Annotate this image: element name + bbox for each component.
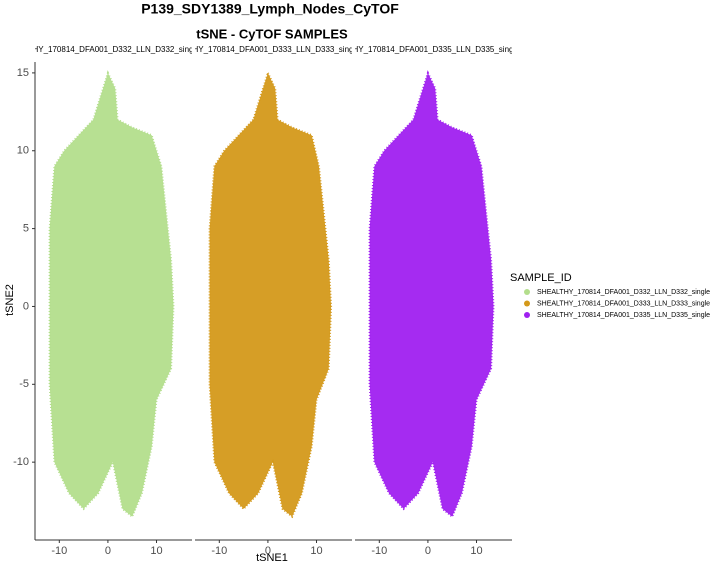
- y-tick-label: 5: [23, 223, 29, 235]
- x-tick-label: -10: [211, 545, 227, 557]
- panel: [208, 70, 333, 519]
- x-tick-label: 10: [470, 545, 482, 557]
- x-tick-label: -10: [371, 545, 387, 557]
- point-cloud: [48, 70, 175, 519]
- x-tick-label: 10: [310, 545, 322, 557]
- x-tick-label: 10: [150, 545, 162, 557]
- legend-marker: [524, 300, 530, 307]
- strip-label: SHEALTHY_170814_DFA001_D335_LLN_D335_sin…: [322, 45, 545, 54]
- strip-label: SHEALTHY_170814_DFA001_D333_LLN_D333_sin…: [162, 45, 385, 54]
- legend-marker: [524, 289, 530, 295]
- y-tick-label: -5: [19, 378, 29, 390]
- point-cloud: [208, 70, 333, 519]
- x-tick-label: 0: [425, 545, 431, 557]
- strip-label: SHEALTHY_170814_DFA001_D332_LLN_D332_sin…: [2, 45, 225, 54]
- panel: [48, 70, 175, 519]
- legend-label: SHEALTHY_170814_DFA001_D335_LLN_D335_sin…: [537, 312, 710, 319]
- y-tick-label: 0: [23, 300, 29, 312]
- legend-label: SHEALTHY_170814_DFA001_D333_LLN_D333_sin…: [537, 300, 710, 307]
- x-tick-label: 0: [265, 545, 271, 557]
- point-cloud: [368, 70, 495, 519]
- y-tick-label: -10: [13, 456, 29, 468]
- y-tick-label: 15: [17, 67, 29, 79]
- legend-label: SHEALTHY_170814_DFA001_D332_LLN_D332_sin…: [537, 289, 710, 296]
- chart-subtitle: tSNE - CyTOF SAMPLES: [196, 26, 348, 41]
- chart-title: P139_SDY1389_Lymph_Nodes_CyTOF: [141, 1, 399, 17]
- x-tick-label: 0: [105, 545, 111, 557]
- x-tick-label: -10: [51, 545, 67, 557]
- panel: [368, 70, 495, 519]
- y-tick-label: 10: [17, 145, 29, 157]
- legend-marker: [524, 312, 530, 318]
- y-axis-label: tSNE2: [4, 284, 16, 316]
- legend-title: SAMPLE_ID: [510, 272, 572, 284]
- x-axis-label: tSNE1: [256, 552, 288, 564]
